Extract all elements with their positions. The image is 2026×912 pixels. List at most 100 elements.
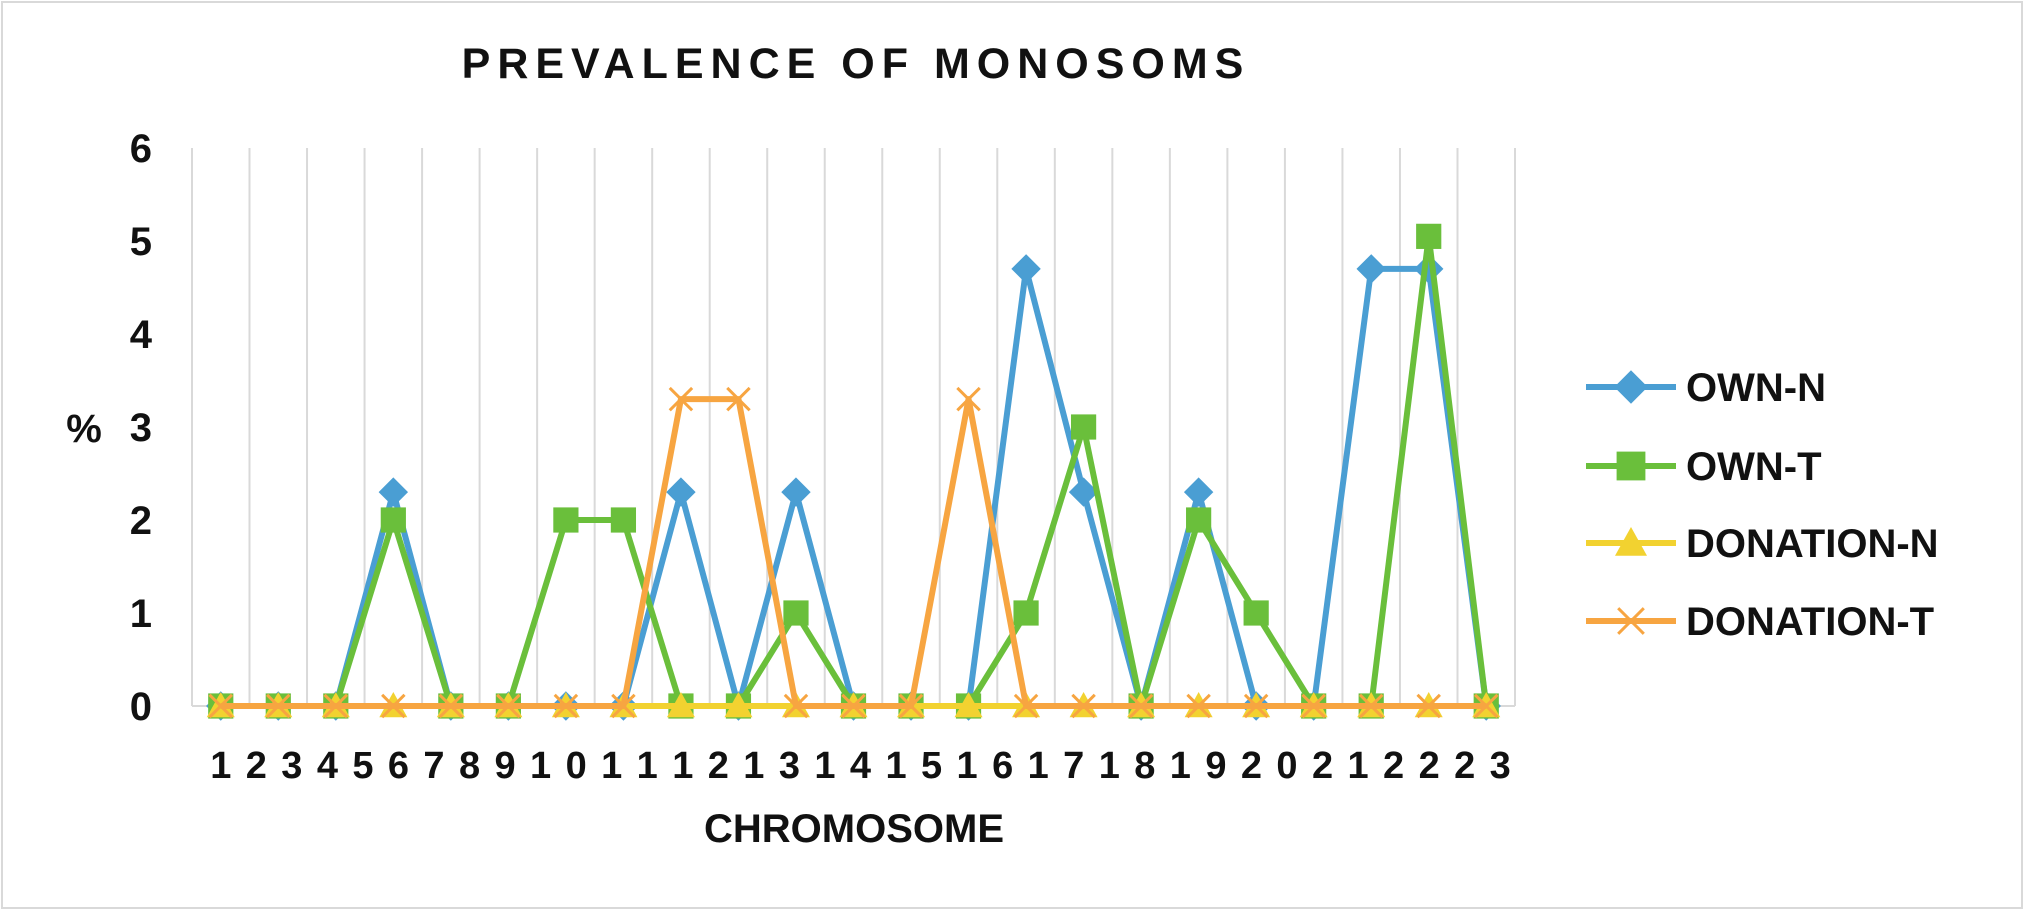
data-point-marker xyxy=(1183,477,1214,507)
marker-stroke xyxy=(1301,693,1326,719)
data-point-marker xyxy=(553,693,579,719)
legend-item: DONATION-N xyxy=(1586,522,1939,566)
series-line xyxy=(220,265,1490,709)
x-tick-label: 1 xyxy=(672,745,693,787)
x-tick-label: 2 xyxy=(1241,745,1262,787)
data-point-marker xyxy=(1186,507,1212,533)
x-tick-label: 2 xyxy=(1383,745,1404,787)
data-point-marker xyxy=(724,692,753,718)
y-tick-label: 5 xyxy=(130,220,152,264)
legend-label: DONATION-T xyxy=(1686,600,1934,644)
data-point-marker xyxy=(666,692,695,718)
x-tick-label: 1 xyxy=(814,745,835,787)
data-point-marker xyxy=(1068,477,1099,507)
marker-stroke xyxy=(1617,607,1645,635)
marker-stroke xyxy=(1128,693,1154,719)
marker-stroke xyxy=(1013,693,1039,719)
x-tick-label: 3 xyxy=(779,745,800,787)
data-point-marker xyxy=(381,693,406,719)
data-point-marker xyxy=(841,693,866,719)
data-point-marker xyxy=(1616,451,1646,481)
data-point-marker xyxy=(611,693,636,719)
data-point-marker xyxy=(1416,693,1441,719)
data-point-marker xyxy=(1011,254,1041,284)
legend-item: OWN-N xyxy=(1586,366,1826,410)
x-tick-label: 9 xyxy=(1205,745,1226,787)
x-tick-label: 1 xyxy=(530,745,551,787)
data-point-marker xyxy=(380,507,406,533)
x-tick-label: 0 xyxy=(1276,745,1297,787)
x-tick-label: 7 xyxy=(1063,745,1084,787)
marker-stroke xyxy=(1071,693,1096,719)
data-point-marker xyxy=(1013,600,1039,626)
x-tick-label: 9 xyxy=(495,745,516,787)
y-axis-label: % xyxy=(66,407,102,451)
x-tick-label: 1 xyxy=(743,745,764,787)
marker-stroke xyxy=(496,693,521,719)
legend-label: DONATION-N xyxy=(1686,522,1939,566)
y-tick-label: 0 xyxy=(130,685,152,729)
x-tick-label: 1 xyxy=(1170,745,1191,787)
marker-stroke xyxy=(381,693,406,719)
marker-stroke xyxy=(1186,693,1211,719)
x-tick-label: 1 xyxy=(637,745,658,787)
x-tick-label: 3 xyxy=(281,745,302,787)
x-axis-label: CHROMOSOME xyxy=(704,807,1004,851)
data-point-marker xyxy=(1614,370,1648,404)
data-point-marker xyxy=(781,477,811,507)
x-tick-label: 4 xyxy=(317,745,338,787)
marker-stroke xyxy=(323,693,349,719)
legend-label: OWN-T xyxy=(1686,445,1822,489)
y-tick-label: 6 xyxy=(130,127,152,171)
marker-stroke xyxy=(841,693,866,719)
marker-stroke xyxy=(668,386,694,412)
data-point-marker xyxy=(610,507,637,533)
data-point-marker xyxy=(378,477,409,507)
x-tick-label: 2 xyxy=(1454,745,1475,787)
series-line xyxy=(220,233,1490,709)
x-tick-label: 4 xyxy=(850,745,871,787)
data-point-marker xyxy=(666,477,696,507)
x-tick-label: 6 xyxy=(992,745,1013,787)
marker-stroke xyxy=(726,386,751,412)
x-tick-label: 6 xyxy=(388,745,409,787)
data-point-marker xyxy=(1416,223,1442,249)
data-point-marker xyxy=(726,386,751,412)
x-tick-label: 8 xyxy=(1134,745,1155,787)
x-tick-label: 7 xyxy=(423,745,444,787)
data-point-marker xyxy=(783,600,809,626)
x-tick-label: 0 xyxy=(566,745,587,787)
data-point-marker xyxy=(1243,693,1269,719)
data-point-marker xyxy=(783,693,809,719)
x-tick-label: 5 xyxy=(352,745,373,787)
x-tick-label: 1 xyxy=(885,745,906,787)
data-point-marker xyxy=(208,693,234,719)
series-own-n xyxy=(206,254,1501,721)
x-tick-label: 1 xyxy=(1028,745,1049,787)
data-point-marker xyxy=(898,693,924,719)
x-tick-label: 1 xyxy=(1348,745,1369,787)
x-tick-label: 2 xyxy=(1312,745,1333,787)
series-own-t xyxy=(208,223,1499,719)
data-point-marker xyxy=(1070,414,1097,440)
data-point-marker xyxy=(1356,254,1386,284)
data-point-marker xyxy=(1301,693,1326,719)
data-point-marker xyxy=(1617,607,1645,635)
marker-stroke xyxy=(208,693,234,719)
data-point-marker xyxy=(668,386,694,412)
marker-stroke xyxy=(1243,693,1269,719)
data-point-marker xyxy=(1071,693,1096,719)
y-tick-label: 4 xyxy=(130,313,153,357)
x-tick-label: 2 xyxy=(708,745,729,787)
data-point-marker xyxy=(954,692,983,718)
legend-item: OWN-T xyxy=(1586,445,1822,489)
x-tick-label: 1 xyxy=(957,745,978,787)
x-tick-label: 8 xyxy=(459,745,480,787)
legend-item: DONATION-T xyxy=(1586,600,1934,644)
x-tick-label: 3 xyxy=(1490,745,1511,787)
data-point-marker xyxy=(1186,693,1211,719)
data-point-marker xyxy=(1243,600,1269,626)
legend-label: OWN-N xyxy=(1686,366,1826,410)
marker-stroke xyxy=(611,693,636,719)
